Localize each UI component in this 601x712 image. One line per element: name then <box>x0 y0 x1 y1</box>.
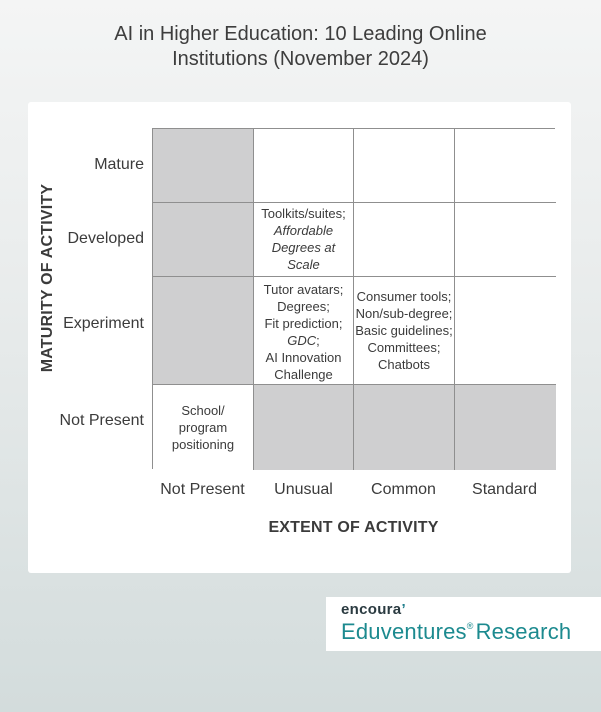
title-line-1: AI in Higher Education: 10 Leading Onlin… <box>114 23 487 45</box>
cell-not-present-unusual <box>254 385 354 470</box>
cell-text: program <box>178 420 228 435</box>
cell-text: Degrees at <box>271 240 336 255</box>
chart-title: AI in Higher Education: 10 Leading Onlin… <box>0 22 601 72</box>
cell-developed-standard <box>455 203 556 277</box>
cell-text: Fit prediction; <box>264 316 343 331</box>
y-axis-label: MATURITY OF ACTIVITY <box>39 183 56 373</box>
cell-not-present-not-present: School/ program positioning <box>153 385 254 470</box>
encoura-wordmark: encoura’ <box>341 601 406 618</box>
cell-text: Non/sub-degree; <box>355 306 453 321</box>
cell-text: Scale <box>287 257 320 272</box>
x-axis-label: EXTENT OF ACTIVITY <box>268 519 439 536</box>
cell-text: Chatbots <box>377 357 431 372</box>
cell-text: Degrees; <box>277 299 330 314</box>
cell-text: Basic guidelines; <box>355 323 453 338</box>
cell-not-present-standard <box>455 385 556 470</box>
eduventures-research-wordmark: Eduventures®Research <box>341 619 572 644</box>
cell-text: AI Innovation <box>265 350 342 365</box>
row-label-not-present: Not Present <box>59 412 144 429</box>
row-label-mature: Mature <box>94 156 144 173</box>
cell-experiment-standard <box>455 277 556 385</box>
row-label-developed: Developed <box>67 230 145 247</box>
cell-text: Affordable <box>273 223 334 238</box>
cell-text: positioning <box>171 437 235 452</box>
column-label-standard: Standard <box>472 481 537 498</box>
cell-mature-common <box>354 129 455 203</box>
cell-text: Committees; <box>367 340 441 355</box>
title-line-2: Institutions (November 2024) <box>172 48 429 70</box>
cell-mature-unusual <box>254 129 354 203</box>
cell-developed-not-present <box>153 203 254 277</box>
cell-text: School/ <box>181 403 225 418</box>
column-label-not-present: Not Present <box>160 481 245 498</box>
cell-text: Tutor avatars; <box>263 282 344 297</box>
cell-experiment-unusual: Tutor avatars; Degrees; Fit prediction; … <box>254 277 354 385</box>
cell-mature-not-present <box>153 129 254 203</box>
cell-experiment-common: Consumer tools; Non/sub-degree; Basic gu… <box>354 277 455 385</box>
cell-developed-unusual: Toolkits/suites; Affordable Degrees at S… <box>254 203 354 277</box>
cell-text: GDC; <box>287 333 320 348</box>
cell-developed-common <box>354 203 455 277</box>
cell-mature-standard <box>455 129 556 203</box>
cell-text: Consumer tools; <box>356 289 452 304</box>
cell-text: Challenge <box>274 367 333 382</box>
cell-experiment-not-present <box>153 277 254 385</box>
encoura-eduventures-logo: encoura’ Eduventures®Research <box>326 597 601 651</box>
cell-text: Toolkits/suites; <box>261 206 346 221</box>
maturity-matrix: Toolkits/suites; Affordable Degrees at S… <box>152 128 556 470</box>
column-label-unusual: Unusual <box>274 481 333 498</box>
cell-not-present-common <box>354 385 455 470</box>
column-label-common: Common <box>371 481 436 498</box>
row-label-experiment: Experiment <box>63 315 144 332</box>
